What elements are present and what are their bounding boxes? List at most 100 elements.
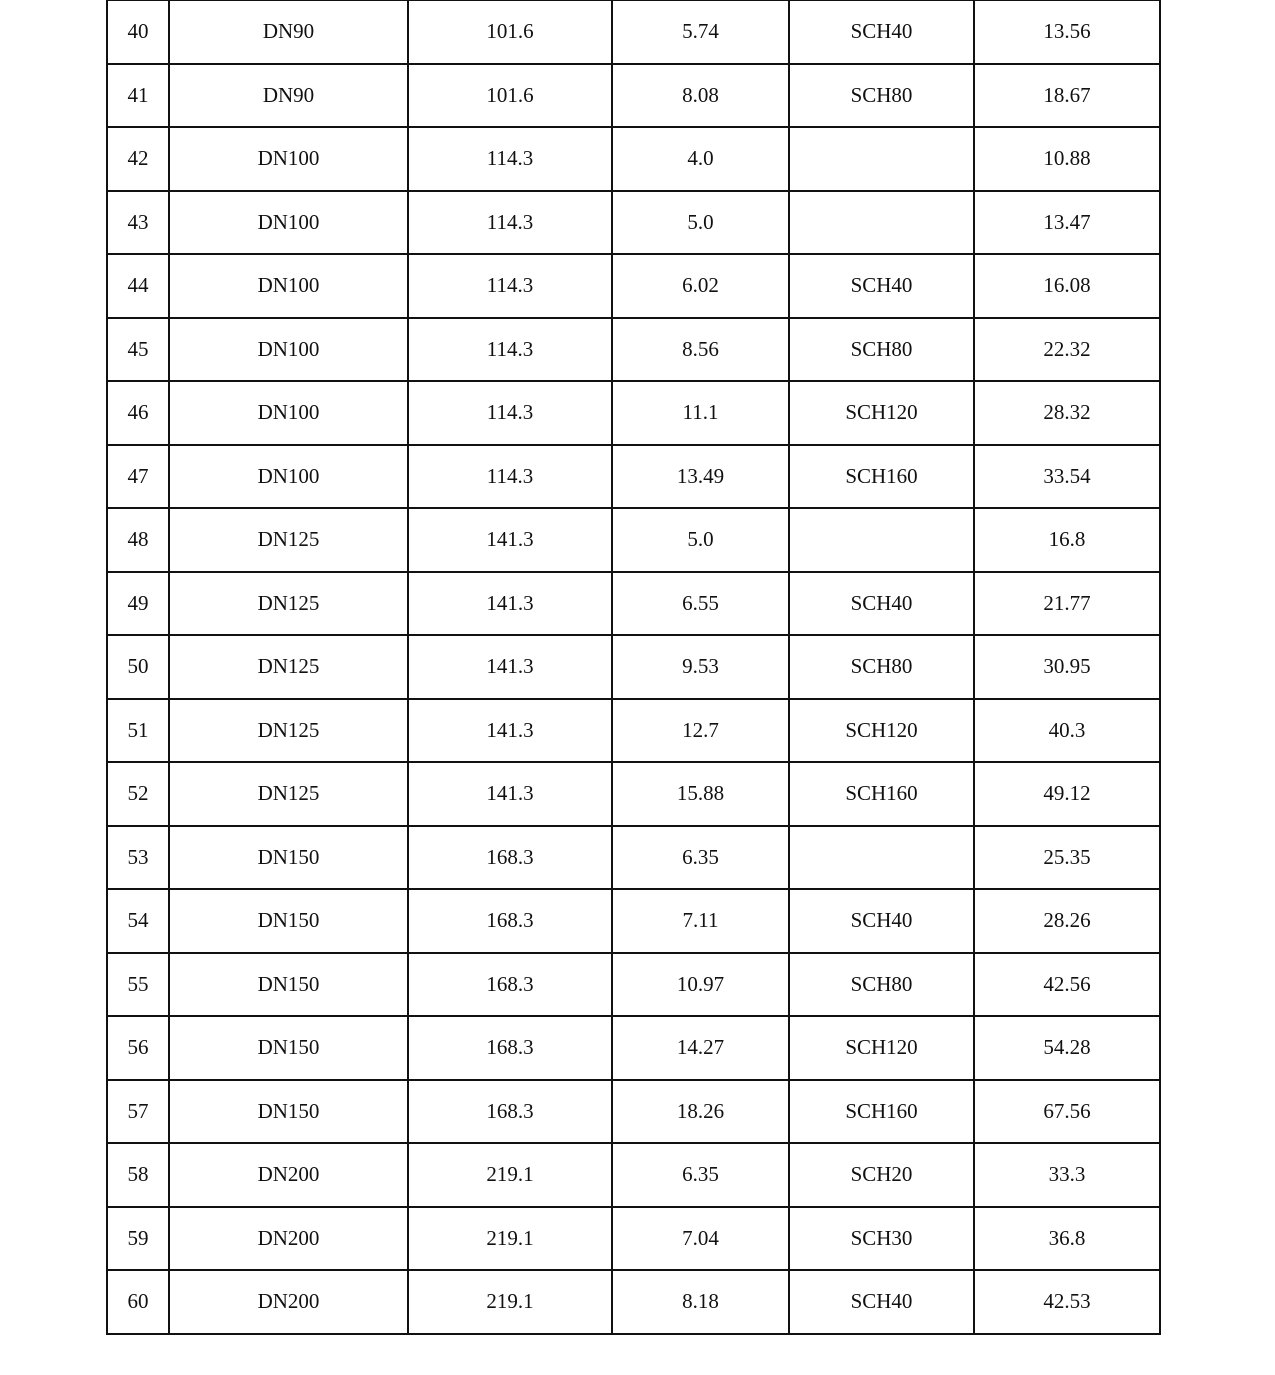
wall-thickness-cell: 7.04 <box>611 1205 790 1271</box>
weight-cell: 49.12 <box>973 761 1161 827</box>
wall-thickness-cell: 8.56 <box>611 316 790 382</box>
nominal-diameter-cell: DN100 <box>168 253 409 319</box>
nominal-diameter-cell: DN100 <box>168 126 409 192</box>
wall-thickness-cell: 6.55 <box>611 570 790 636</box>
outer-diameter-cell: 141.3 <box>407 507 613 573</box>
table-row: 57 DN150 168.3 18.26 SCH160 67.56 <box>106 1078 1161 1144</box>
schedule-cell: SCH80 <box>788 62 975 128</box>
schedule-cell <box>788 507 975 573</box>
nominal-diameter-cell: DN125 <box>168 507 409 573</box>
row-number-cell: 57 <box>106 1078 170 1144</box>
weight-cell: 18.67 <box>973 62 1161 128</box>
schedule-cell: SCH80 <box>788 316 975 382</box>
table-row: 45 DN100 114.3 8.56 SCH80 22.32 <box>106 316 1161 382</box>
schedule-cell: SCH160 <box>788 1078 975 1144</box>
outer-diameter-cell: 114.3 <box>407 253 613 319</box>
schedule-cell: SCH160 <box>788 761 975 827</box>
schedule-cell: SCH40 <box>788 1269 975 1335</box>
table-row: 60 DN200 219.1 8.18 SCH40 42.53 <box>106 1269 1161 1335</box>
table-row: 41 DN90 101.6 8.08 SCH80 18.67 <box>106 62 1161 128</box>
nominal-diameter-cell: DN100 <box>168 380 409 446</box>
table-row: 47 DN100 114.3 13.49 SCH160 33.54 <box>106 443 1161 509</box>
table-row: 56 DN150 168.3 14.27 SCH120 54.28 <box>106 1015 1161 1081</box>
table-row: 58 DN200 219.1 6.35 SCH20 33.3 <box>106 1142 1161 1208</box>
row-number-cell: 59 <box>106 1205 170 1271</box>
weight-cell: 10.88 <box>973 126 1161 192</box>
schedule-cell <box>788 189 975 255</box>
schedule-cell: SCH30 <box>788 1205 975 1271</box>
outer-diameter-cell: 219.1 <box>407 1205 613 1271</box>
outer-diameter-cell: 101.6 <box>407 62 613 128</box>
outer-diameter-cell: 168.3 <box>407 951 613 1017</box>
weight-cell: 40.3 <box>973 697 1161 763</box>
outer-diameter-cell: 168.3 <box>407 824 613 890</box>
outer-diameter-cell: 219.1 <box>407 1142 613 1208</box>
weight-cell: 25.35 <box>973 824 1161 890</box>
wall-thickness-cell: 5.0 <box>611 507 790 573</box>
wall-thickness-cell: 9.53 <box>611 634 790 700</box>
nominal-diameter-cell: DN200 <box>168 1142 409 1208</box>
row-number-cell: 41 <box>106 62 170 128</box>
nominal-diameter-cell: DN150 <box>168 951 409 1017</box>
outer-diameter-cell: 114.3 <box>407 443 613 509</box>
weight-cell: 21.77 <box>973 570 1161 636</box>
outer-diameter-cell: 101.6 <box>407 0 613 65</box>
table-row: 40 DN90 101.6 5.74 SCH40 13.56 <box>106 0 1161 65</box>
wall-thickness-cell: 13.49 <box>611 443 790 509</box>
weight-cell: 42.53 <box>973 1269 1161 1335</box>
row-number-cell: 46 <box>106 380 170 446</box>
wall-thickness-cell: 15.88 <box>611 761 790 827</box>
row-number-cell: 50 <box>106 634 170 700</box>
row-number-cell: 48 <box>106 507 170 573</box>
outer-diameter-cell: 219.1 <box>407 1269 613 1335</box>
nominal-diameter-cell: DN125 <box>168 570 409 636</box>
row-number-cell: 52 <box>106 761 170 827</box>
schedule-cell: SCH80 <box>788 951 975 1017</box>
row-number-cell: 40 <box>106 0 170 65</box>
schedule-cell: SCH40 <box>788 253 975 319</box>
row-number-cell: 45 <box>106 316 170 382</box>
weight-cell: 36.8 <box>973 1205 1161 1271</box>
weight-cell: 13.47 <box>973 189 1161 255</box>
schedule-cell: SCH120 <box>788 1015 975 1081</box>
row-number-cell: 56 <box>106 1015 170 1081</box>
wall-thickness-cell: 7.11 <box>611 888 790 954</box>
wall-thickness-cell: 12.7 <box>611 697 790 763</box>
schedule-cell: SCH40 <box>788 888 975 954</box>
row-number-cell: 42 <box>106 126 170 192</box>
nominal-diameter-cell: DN100 <box>168 189 409 255</box>
outer-diameter-cell: 168.3 <box>407 1015 613 1081</box>
wall-thickness-cell: 4.0 <box>611 126 790 192</box>
nominal-diameter-cell: DN125 <box>168 761 409 827</box>
weight-cell: 67.56 <box>973 1078 1161 1144</box>
wall-thickness-cell: 11.1 <box>611 380 790 446</box>
nominal-diameter-cell: DN100 <box>168 443 409 509</box>
row-number-cell: 55 <box>106 951 170 1017</box>
weight-cell: 33.3 <box>973 1142 1161 1208</box>
schedule-cell: SCH40 <box>788 0 975 65</box>
nominal-diameter-cell: DN150 <box>168 824 409 890</box>
weight-cell: 33.54 <box>973 443 1161 509</box>
schedule-cell: SCH80 <box>788 634 975 700</box>
outer-diameter-cell: 114.3 <box>407 380 613 446</box>
nominal-diameter-cell: DN200 <box>168 1205 409 1271</box>
table-row: 51 DN125 141.3 12.7 SCH120 40.3 <box>106 697 1161 763</box>
row-number-cell: 54 <box>106 888 170 954</box>
nominal-diameter-cell: DN150 <box>168 888 409 954</box>
table-row: 54 DN150 168.3 7.11 SCH40 28.26 <box>106 888 1161 954</box>
weight-cell: 28.32 <box>973 380 1161 446</box>
table-row: 42 DN100 114.3 4.0 10.88 <box>106 126 1161 192</box>
table-body: 40 DN90 101.6 5.74 SCH40 13.56 41 DN90 101.6 8.08… <box>106 0 1161 1335</box>
wall-thickness-cell: 5.74 <box>611 0 790 65</box>
outer-diameter-cell: 114.3 <box>407 316 613 382</box>
row-number-cell: 51 <box>106 697 170 763</box>
row-number-cell: 47 <box>106 443 170 509</box>
table-row: 52 DN125 141.3 15.88 SCH160 49.12 <box>106 761 1161 827</box>
wall-thickness-cell: 8.18 <box>611 1269 790 1335</box>
outer-diameter-cell: 141.3 <box>407 634 613 700</box>
wall-thickness-cell: 14.27 <box>611 1015 790 1081</box>
row-number-cell: 49 <box>106 570 170 636</box>
wall-thickness-cell: 10.97 <box>611 951 790 1017</box>
outer-diameter-cell: 114.3 <box>407 126 613 192</box>
schedule-cell: SCH40 <box>788 570 975 636</box>
